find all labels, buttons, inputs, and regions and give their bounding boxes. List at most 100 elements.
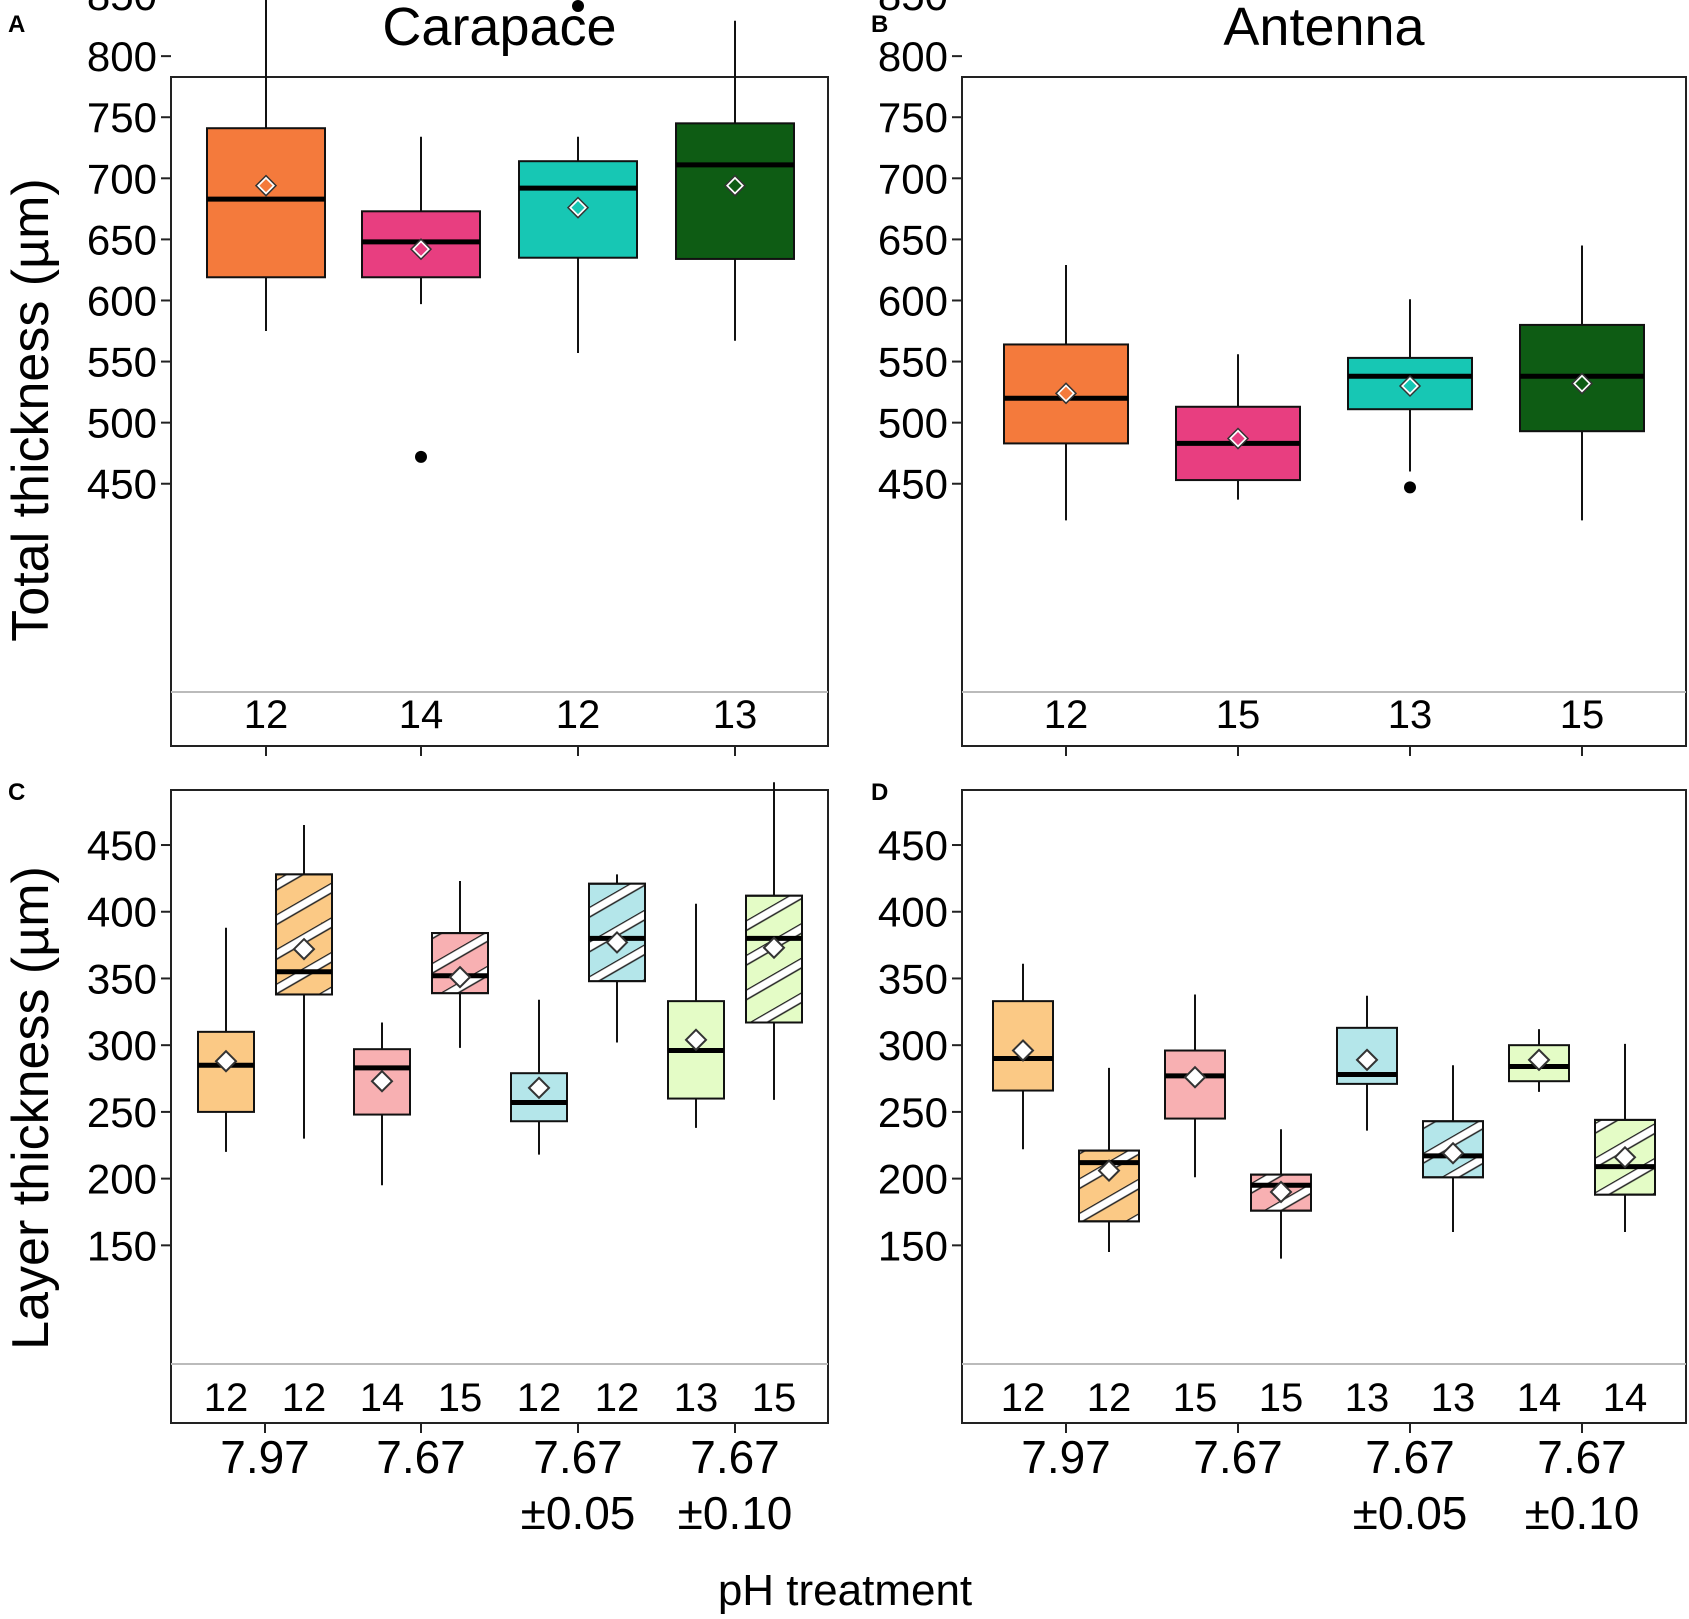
n-label: 12 xyxy=(204,1376,249,1420)
outlier-point xyxy=(572,0,584,13)
mean-marker xyxy=(568,198,588,218)
box-hatch xyxy=(275,873,333,996)
mean-marker-outline xyxy=(566,196,590,219)
mean-marker xyxy=(1183,1065,1207,1089)
y-tick-label: 400 xyxy=(878,889,948,936)
box-3: 12 xyxy=(518,0,638,737)
box-5: 12 xyxy=(510,999,568,1420)
panel-frame xyxy=(170,76,829,747)
box-6: 13 xyxy=(1422,1065,1484,1420)
box-2: 15 xyxy=(1175,354,1301,737)
box-2: 14 xyxy=(361,136,481,737)
x-tick-label: 7.67 xyxy=(1537,1431,1627,1483)
mean-marker-outline xyxy=(409,238,433,261)
panel-frame xyxy=(170,789,829,1424)
panel-frame xyxy=(961,76,1687,747)
box-4: 15 xyxy=(1519,245,1645,737)
y-tick-label: 200 xyxy=(878,1156,948,1203)
y-tick-label: 650 xyxy=(878,216,948,263)
x-tick-label: ±0.05 xyxy=(1353,1487,1468,1539)
y-tick-label: 500 xyxy=(878,400,948,447)
mean-marker xyxy=(214,1049,238,1073)
x-tick-label: 7.67 xyxy=(690,1431,780,1483)
box-6: 12 xyxy=(588,874,646,1420)
x-tick-label: 7.97 xyxy=(220,1431,310,1483)
n-label: 14 xyxy=(399,693,444,737)
mean-marker xyxy=(448,965,472,989)
y-tick-label: 550 xyxy=(878,339,948,386)
n-label: 15 xyxy=(1259,1376,1304,1420)
n-label: 15 xyxy=(752,1376,797,1420)
y-tick-label: 550 xyxy=(87,339,157,386)
mean-marker xyxy=(256,176,276,196)
mean-marker-outline xyxy=(254,174,278,197)
n-label: 14 xyxy=(1517,1376,1562,1420)
box-8: 15 xyxy=(745,782,803,1420)
panel-b: BAntenna45050055060065070075080085090012… xyxy=(871,0,1687,756)
box-4: 13 xyxy=(675,20,795,737)
y-tick-label: 150 xyxy=(878,1222,948,1269)
y-tick-label: 450 xyxy=(87,461,157,508)
y-tick-label: 350 xyxy=(87,955,157,1002)
y-tick-label: 300 xyxy=(87,1022,157,1069)
mean-marker xyxy=(292,937,316,961)
n-label: 14 xyxy=(1603,1376,1648,1420)
y-tick-label: 250 xyxy=(878,1089,948,1136)
mean-marker xyxy=(370,1069,394,1093)
y-tick-label: 850 xyxy=(878,0,948,19)
panel-a: ACarapace4505005506006507007508008509001… xyxy=(8,0,829,756)
y-tick-label: 400 xyxy=(87,889,157,936)
y-tick-label: 750 xyxy=(878,94,948,141)
mean-marker xyxy=(1228,429,1248,448)
mean-marker xyxy=(411,239,431,259)
y-tick-label: 150 xyxy=(87,1222,157,1269)
panel-title: Antenna xyxy=(1223,0,1425,57)
n-label: 15 xyxy=(1216,693,1261,737)
box-1: 12 xyxy=(1003,265,1129,737)
y-tick-label: 200 xyxy=(87,1156,157,1203)
y-tick-label: 600 xyxy=(878,277,948,324)
mean-marker xyxy=(1527,1048,1551,1072)
y-axis-title-bottom: Layer thickness (µm) xyxy=(2,866,60,1350)
mean-marker xyxy=(1572,374,1592,393)
mean-marker-outline xyxy=(1570,372,1594,395)
panel-letter: D xyxy=(871,779,888,806)
y-tick-label: 500 xyxy=(87,400,157,447)
box-2: 12 xyxy=(275,825,333,1420)
panel-letter: B xyxy=(871,11,888,38)
n-label: 12 xyxy=(556,693,601,737)
box-1: 12 xyxy=(206,0,326,737)
mean-marker xyxy=(1441,1141,1465,1165)
mean-marker-outline xyxy=(1226,427,1250,450)
y-tick-label: 850 xyxy=(87,0,157,19)
mean-marker xyxy=(684,1028,708,1052)
box-3: 13 xyxy=(1347,299,1473,737)
box-body xyxy=(518,160,638,259)
x-tick-label: 7.67 xyxy=(533,1431,623,1483)
n-label: 12 xyxy=(1001,1376,1046,1420)
box-4: 15 xyxy=(431,881,489,1420)
n-label: 13 xyxy=(1431,1376,1476,1420)
y-tick-label: 450 xyxy=(878,822,948,869)
x-tick-label: 7.67 xyxy=(376,1431,466,1483)
box-1: 12 xyxy=(992,963,1054,1420)
n-label: 13 xyxy=(1388,693,1433,737)
n-label: 12 xyxy=(282,1376,327,1420)
n-label: 12 xyxy=(595,1376,640,1420)
y-tick-label: 750 xyxy=(87,94,157,141)
box-5: 13 xyxy=(1336,995,1398,1420)
y-axis-title-top: Total thickness (µm) xyxy=(2,178,60,641)
mean-marker-outline xyxy=(1054,382,1078,405)
mean-marker xyxy=(725,176,745,196)
n-label: 15 xyxy=(438,1376,483,1420)
panel-c: C 150 200 250 300 350 400 450 12 12 14 15 12 12 13 15 7.… xyxy=(8,779,829,1539)
mean-marker xyxy=(1269,1180,1293,1204)
x-tick-label: 7.97 xyxy=(1021,1431,1111,1483)
mean-marker xyxy=(1613,1145,1637,1169)
y-tick-label: 350 xyxy=(878,955,948,1002)
y-tick-label: 700 xyxy=(87,155,157,202)
mean-marker xyxy=(1097,1159,1121,1183)
mean-marker xyxy=(1011,1039,1035,1062)
x-axis-title: pH treatment xyxy=(718,1566,972,1615)
